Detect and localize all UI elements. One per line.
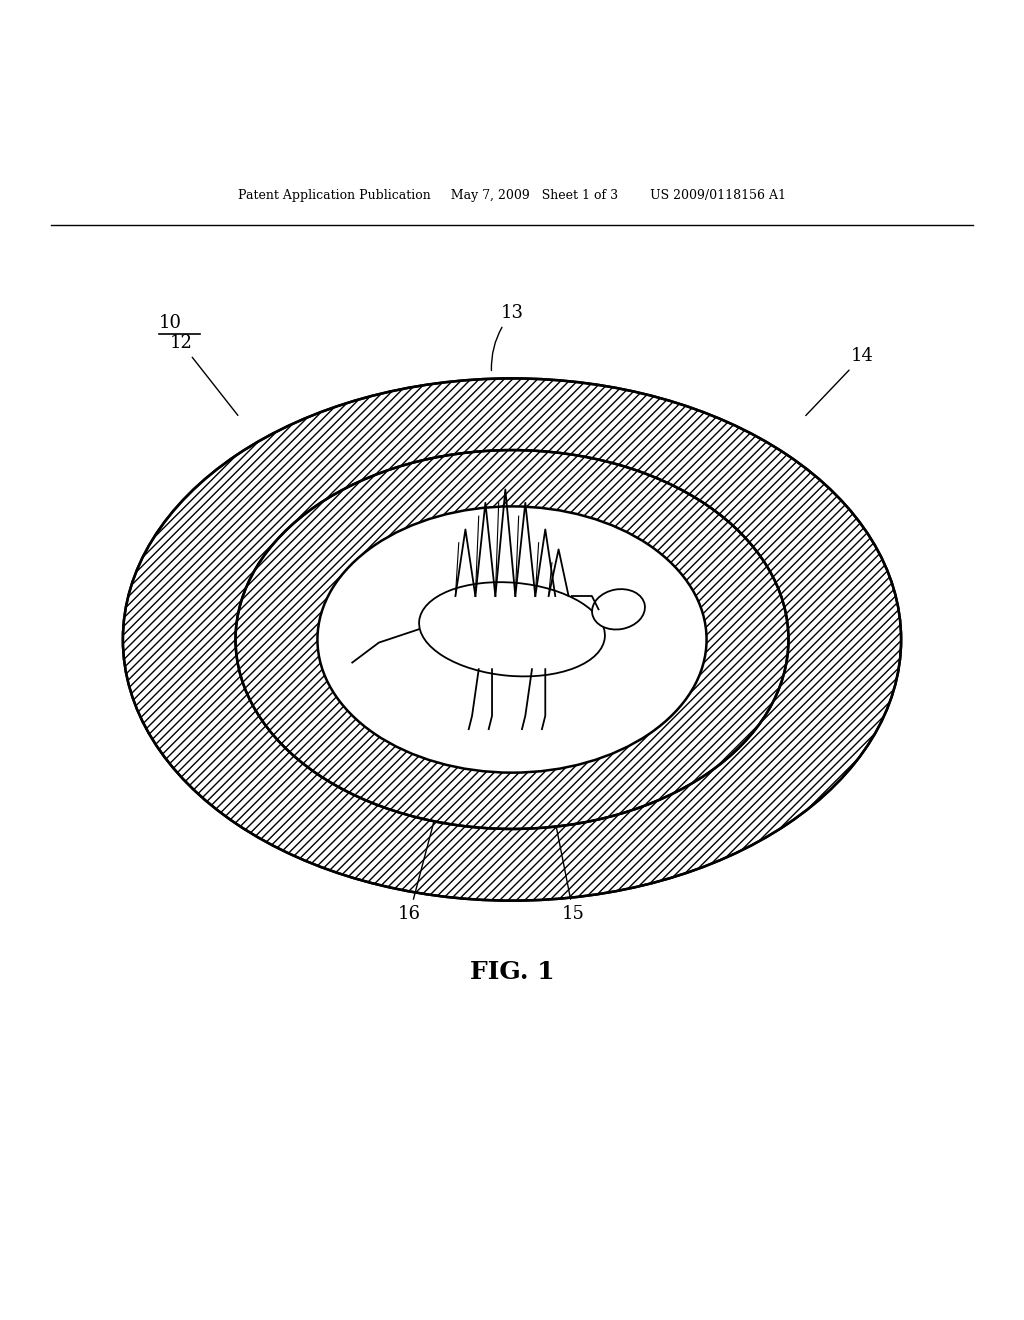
Text: FIG. 1: FIG. 1 xyxy=(470,961,554,985)
Text: 12: 12 xyxy=(170,334,238,416)
Ellipse shape xyxy=(236,450,788,829)
Ellipse shape xyxy=(419,582,605,676)
Text: 13: 13 xyxy=(492,304,523,371)
Text: 10: 10 xyxy=(159,314,181,333)
Text: 15: 15 xyxy=(534,709,585,923)
Ellipse shape xyxy=(123,379,901,900)
Ellipse shape xyxy=(317,507,707,772)
Ellipse shape xyxy=(592,589,645,630)
Text: Patent Application Publication     May 7, 2009   Sheet 1 of 3        US 2009/011: Patent Application Publication May 7, 20… xyxy=(238,189,786,202)
Text: 16: 16 xyxy=(398,722,460,923)
Text: 14: 14 xyxy=(806,347,873,416)
